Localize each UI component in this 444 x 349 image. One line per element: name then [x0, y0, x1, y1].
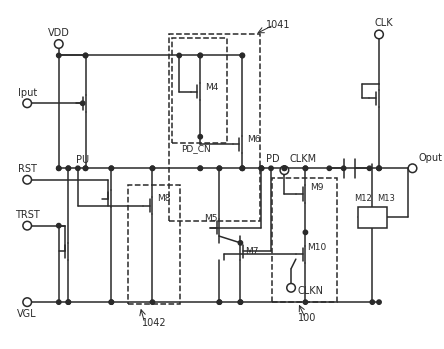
- Circle shape: [377, 166, 381, 170]
- Circle shape: [56, 223, 61, 228]
- Circle shape: [217, 166, 222, 170]
- Text: PD_CN: PD_CN: [181, 144, 211, 153]
- Circle shape: [66, 300, 71, 304]
- Circle shape: [303, 300, 308, 304]
- Circle shape: [240, 53, 245, 58]
- Text: M5: M5: [204, 214, 218, 223]
- Text: Oput: Oput: [418, 153, 442, 163]
- Circle shape: [109, 300, 114, 304]
- Circle shape: [375, 30, 383, 39]
- Text: M9: M9: [310, 183, 324, 192]
- Text: 1042: 1042: [142, 318, 166, 328]
- Circle shape: [55, 40, 63, 48]
- Circle shape: [282, 166, 286, 170]
- Circle shape: [408, 164, 417, 173]
- Circle shape: [370, 300, 375, 304]
- Circle shape: [240, 166, 245, 170]
- Text: M6: M6: [247, 135, 261, 144]
- Circle shape: [269, 166, 273, 170]
- Circle shape: [217, 300, 222, 304]
- Circle shape: [109, 300, 114, 304]
- Circle shape: [56, 53, 61, 58]
- Circle shape: [83, 53, 88, 58]
- Circle shape: [198, 134, 202, 139]
- Text: M13: M13: [377, 194, 395, 203]
- Circle shape: [66, 166, 71, 170]
- Circle shape: [150, 166, 155, 170]
- Circle shape: [83, 53, 88, 58]
- Circle shape: [240, 166, 245, 170]
- Circle shape: [83, 166, 88, 170]
- Circle shape: [150, 166, 155, 170]
- Text: 1041: 1041: [266, 20, 291, 30]
- Circle shape: [282, 166, 286, 170]
- Text: M4: M4: [205, 82, 218, 91]
- Circle shape: [177, 53, 182, 58]
- Circle shape: [341, 166, 346, 170]
- Circle shape: [150, 300, 155, 304]
- Text: VDD: VDD: [48, 29, 70, 38]
- Bar: [358, 207, 387, 228]
- Text: TRST: TRST: [15, 210, 40, 220]
- Circle shape: [327, 166, 332, 170]
- Text: M10: M10: [307, 243, 326, 252]
- Text: 100: 100: [298, 313, 317, 324]
- Circle shape: [377, 300, 381, 304]
- Text: M7: M7: [245, 247, 258, 256]
- Circle shape: [287, 283, 295, 292]
- Text: CLKN: CLKN: [298, 286, 324, 296]
- Circle shape: [198, 53, 202, 58]
- Text: M12: M12: [355, 194, 373, 203]
- Bar: [127, 185, 180, 304]
- Circle shape: [259, 166, 264, 170]
- Circle shape: [23, 221, 32, 230]
- Circle shape: [367, 166, 372, 170]
- Circle shape: [56, 300, 61, 304]
- Circle shape: [75, 166, 80, 170]
- Circle shape: [23, 176, 32, 184]
- Text: RST: RST: [18, 164, 37, 174]
- Text: Iput: Iput: [18, 88, 37, 98]
- Circle shape: [238, 241, 242, 245]
- Circle shape: [238, 300, 242, 304]
- Text: CLK: CLK: [374, 18, 393, 28]
- Circle shape: [198, 166, 202, 170]
- Circle shape: [303, 166, 308, 170]
- Circle shape: [23, 298, 32, 306]
- Circle shape: [217, 300, 222, 304]
- Circle shape: [240, 166, 245, 170]
- Circle shape: [377, 166, 381, 170]
- Circle shape: [198, 166, 202, 170]
- Bar: [171, 38, 227, 143]
- Circle shape: [80, 101, 85, 105]
- Text: PD: PD: [266, 154, 280, 164]
- Circle shape: [303, 230, 308, 235]
- Circle shape: [238, 300, 242, 304]
- Text: M8: M8: [157, 194, 170, 203]
- Circle shape: [198, 53, 202, 58]
- Circle shape: [217, 166, 222, 170]
- Circle shape: [109, 166, 114, 170]
- Circle shape: [259, 166, 264, 170]
- Circle shape: [66, 300, 71, 304]
- Circle shape: [56, 166, 61, 170]
- Text: CLKM: CLKM: [289, 154, 316, 164]
- Circle shape: [240, 53, 245, 58]
- Circle shape: [377, 166, 381, 170]
- Circle shape: [66, 166, 71, 170]
- Text: PU: PU: [76, 155, 89, 165]
- Circle shape: [259, 166, 264, 170]
- Bar: [272, 178, 337, 302]
- Circle shape: [280, 166, 289, 174]
- Circle shape: [23, 99, 32, 107]
- Bar: [169, 35, 260, 221]
- Text: VGL: VGL: [17, 309, 37, 319]
- Circle shape: [109, 166, 114, 170]
- Circle shape: [83, 166, 88, 170]
- Circle shape: [56, 166, 61, 170]
- Circle shape: [303, 166, 308, 170]
